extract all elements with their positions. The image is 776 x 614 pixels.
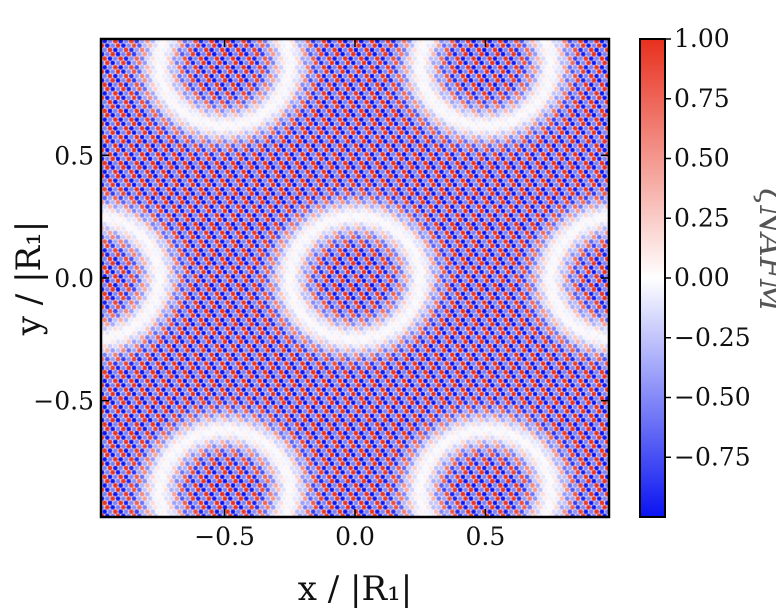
heatmap-image bbox=[102, 40, 608, 516]
colorbar-tick-label: 1.00 bbox=[674, 24, 730, 53]
colorbar-label: ζNAFM bbox=[752, 188, 776, 313]
colorbar-tick-label: 0.50 bbox=[674, 144, 730, 173]
heatmap-plot bbox=[102, 40, 608, 516]
y-tick-label: −0.5 bbox=[33, 387, 94, 416]
colorbar-tick-label: 0.00 bbox=[674, 263, 730, 292]
colorbar-tick-label: −0.75 bbox=[674, 442, 751, 471]
x-tick-label: 0.0 bbox=[335, 522, 375, 551]
x-tick-label: −0.5 bbox=[194, 522, 255, 551]
colorbar-bar bbox=[639, 38, 666, 518]
colorbar-tick-label: −0.25 bbox=[674, 323, 751, 352]
y-axis-ticks: −0.5 0.0 0.5 bbox=[33, 141, 608, 416]
colorbar-tick-label: 0.75 bbox=[674, 84, 730, 113]
y-tick-label: 0.0 bbox=[54, 264, 94, 293]
colorbar-tick-label: −0.50 bbox=[674, 383, 751, 412]
y-axis-label: y / |R₁| bbox=[9, 221, 49, 336]
x-tick-label: 0.5 bbox=[466, 522, 506, 551]
colorbar-ticks: 1.00 0.75 0.50 0.25 0.00 −0.25 −0.50 −0.75 bbox=[665, 24, 751, 471]
y-tick-label: 0.5 bbox=[54, 141, 94, 170]
x-axis-label: x / |R₁| bbox=[298, 569, 412, 609]
plot-frame bbox=[99, 37, 611, 519]
colorbar-tick-label: 0.25 bbox=[674, 203, 730, 232]
x-axis-ticks: −0.5 0.0 0.5 bbox=[194, 40, 505, 551]
colorbar: 1.00 0.75 0.50 0.25 0.00 −0.25 −0.50 −0.75 ζNAF… bbox=[639, 24, 776, 518]
